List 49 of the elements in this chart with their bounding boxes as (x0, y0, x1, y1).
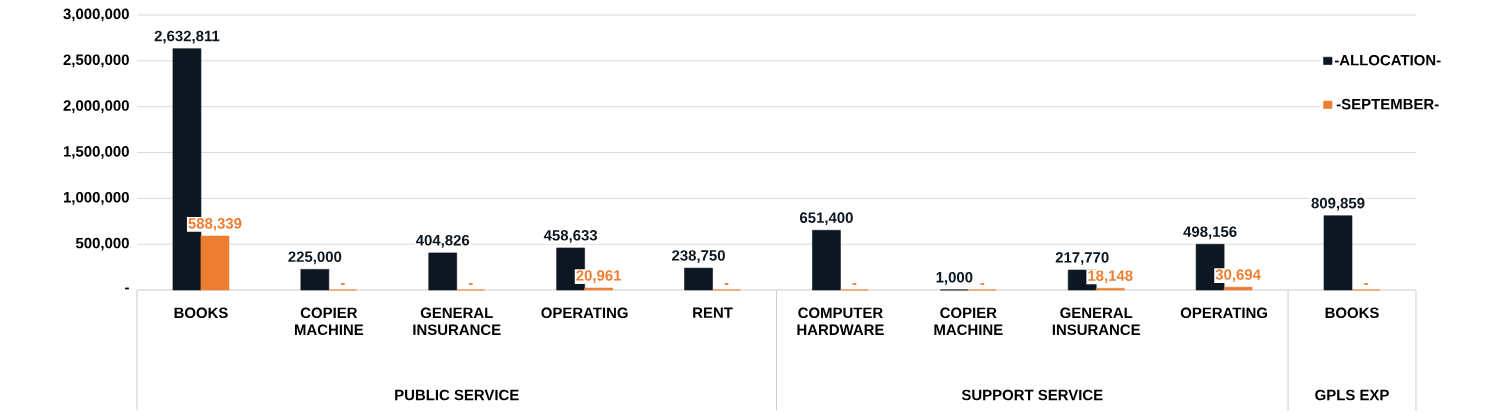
text: GPLS EXP (1315, 389, 1389, 401)
data-label: 2,632,811 (154, 30, 220, 44)
x-tick-label: BOOKS (174, 307, 228, 319)
data-label: 404,826 (415, 234, 470, 248)
bar (428, 252, 458, 291)
x-tick-label: OPERATING (1180, 307, 1268, 319)
text: PUBLIC SERVICE (395, 389, 519, 401)
data-label: 588,339 (188, 218, 242, 231)
x-tick-label: BOOKS (1325, 307, 1379, 319)
data-label: 30,694 (1215, 269, 1261, 282)
x-tick-label: OPERATING (541, 307, 628, 319)
text: SUPPORT SERVICE (961, 389, 1103, 401)
legend-label: -ALLOCATION- (1334, 54, 1441, 66)
x-tick-label: GENERAL INSURANCE (413, 307, 501, 336)
bar (200, 235, 230, 291)
x-tick-label: COPIER MACHINE (934, 307, 1003, 336)
data-label: 651,400 (799, 212, 853, 226)
data-label: 809,859 (1311, 197, 1365, 211)
y-tick-label: 500,000 (75, 237, 129, 251)
data-label: - (1364, 283, 1368, 285)
data-label: 458,633 (543, 230, 598, 243)
y-tick-label: 1,500,000 (63, 146, 129, 159)
data-label: - (724, 283, 729, 285)
data-label: 217,770 (1055, 252, 1109, 265)
data-label: 1,000 (936, 271, 973, 285)
y-tick-label: 2,000,000 (63, 100, 129, 114)
data-label: 20,961 (576, 270, 622, 283)
x-tick-label: COMPUTER HARDWARE (797, 307, 884, 335)
y-tick-label: 2,500,000 (63, 54, 129, 68)
bar (1323, 215, 1353, 291)
y-tick-label: - (125, 287, 129, 290)
data-label: 498,156 (1183, 226, 1237, 240)
data-label: 238,750 (672, 250, 725, 263)
data-label: - (340, 283, 345, 285)
data-label: - (852, 283, 857, 285)
data-label: - (980, 283, 985, 285)
y-tick-label: 1,000,000 (63, 191, 129, 205)
data-label: - (468, 283, 473, 285)
y-tick-label: 3,000,000 (63, 8, 129, 22)
x-tick-label: RENT (693, 307, 733, 318)
x-tick-label: GENERAL INSURANCE (1052, 307, 1141, 336)
data-label: 225,000 (288, 251, 342, 265)
legend-label: -SEPTEMBER- (1336, 98, 1439, 110)
bar (812, 229, 841, 291)
bar (684, 267, 713, 291)
x-tick-label: COPIER MACHINE (294, 307, 364, 336)
bar (1223, 286, 1253, 291)
data-label: 18,148 (1088, 270, 1133, 284)
bar (300, 269, 330, 291)
